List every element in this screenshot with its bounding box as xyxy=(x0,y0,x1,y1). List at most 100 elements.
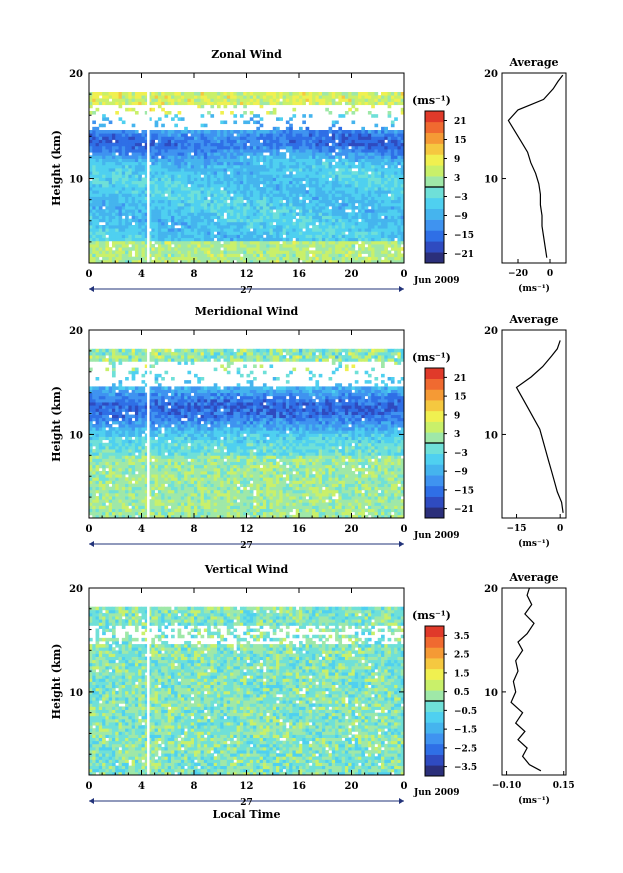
heatmap-cell xyxy=(92,449,96,453)
heatmap-cell xyxy=(292,193,297,197)
heatmap-cell xyxy=(138,152,142,156)
heatmap-cell xyxy=(272,244,277,248)
heatmap-cell xyxy=(341,244,346,248)
heatmap-cell xyxy=(98,464,103,469)
heatmap-cell xyxy=(115,98,119,102)
heatmap-cell xyxy=(102,145,106,150)
heatmap-cell xyxy=(92,358,96,362)
heatmap-cell xyxy=(308,174,313,178)
heatmap-cell xyxy=(177,171,182,175)
heatmap-cell xyxy=(243,155,247,159)
heatmap-cell xyxy=(197,149,201,153)
heatmap-cell xyxy=(374,98,379,102)
heatmap-cell xyxy=(387,174,392,178)
heatmap-cell xyxy=(335,183,339,188)
heatmap-cell xyxy=(394,244,398,248)
heatmap-cell xyxy=(377,234,382,239)
heatmap-cell xyxy=(328,101,333,106)
heatmap-cell xyxy=(111,98,116,102)
heatmap-cell xyxy=(102,511,106,516)
heatmap-cell xyxy=(361,161,366,166)
heatmap-cell xyxy=(115,221,119,226)
heatmap-cell xyxy=(207,98,211,102)
heatmap-cell xyxy=(299,206,303,210)
heatmap-cell xyxy=(194,149,198,153)
heatmap-cell xyxy=(371,95,375,99)
heatmap-cell xyxy=(381,259,385,264)
heatmap-cell xyxy=(331,101,336,106)
heatmap-cell xyxy=(197,196,201,201)
heatmap-cell xyxy=(118,464,123,469)
heatmap-cell xyxy=(338,136,343,140)
heatmap-cell xyxy=(282,193,287,197)
heatmap-cell xyxy=(259,133,264,137)
heatmap-cell xyxy=(335,177,339,182)
heatmap-cell xyxy=(279,158,283,163)
heatmap-cell xyxy=(371,253,375,258)
heatmap-cell xyxy=(321,212,326,216)
heatmap-cell xyxy=(184,183,188,188)
heatmap-cell xyxy=(213,193,218,197)
heatmap-cell xyxy=(276,225,280,229)
heatmap-cell xyxy=(180,237,185,242)
heatmap-cell xyxy=(384,177,388,182)
heatmap-cell xyxy=(134,193,139,197)
heatmap-cell xyxy=(364,196,369,201)
heatmap-cell xyxy=(131,199,136,204)
heatmap-cell xyxy=(89,225,93,229)
heatmap-cell xyxy=(154,152,159,156)
heatmap-cell xyxy=(210,95,215,99)
heatmap-cell xyxy=(171,133,175,137)
heatmap-cell xyxy=(239,152,244,156)
heatmap-cell xyxy=(348,180,352,185)
heatmap-cell xyxy=(351,152,356,156)
heatmap-cell xyxy=(95,420,100,425)
heatmap-cell xyxy=(259,104,264,109)
heatmap-cell xyxy=(154,92,159,96)
heatmap-cell xyxy=(105,486,110,491)
heatmap-cell xyxy=(167,256,172,261)
heatmap-cell xyxy=(164,114,169,118)
heatmap-cell xyxy=(338,237,343,242)
heatmap-cell xyxy=(167,158,172,163)
heatmap-cell xyxy=(246,240,251,245)
heatmap-cell xyxy=(348,139,352,144)
heatmap-cell xyxy=(134,212,139,216)
heatmap-cell xyxy=(111,439,116,444)
heatmap-cell xyxy=(138,171,142,175)
heatmap-cell xyxy=(105,206,110,210)
heatmap-cell xyxy=(98,183,103,188)
heatmap-cell xyxy=(115,240,119,245)
heatmap-cell xyxy=(318,244,323,248)
heatmap-cell xyxy=(400,180,405,185)
heatmap-cell xyxy=(292,158,297,163)
heatmap-cell xyxy=(233,253,238,258)
heatmap-cell xyxy=(216,168,221,172)
heatmap-cell xyxy=(400,92,405,96)
heatmap-cell xyxy=(223,206,228,210)
heatmap-cell xyxy=(299,174,303,178)
heatmap-cell xyxy=(187,180,192,185)
heatmap-cell xyxy=(98,231,103,235)
heatmap-cell xyxy=(331,231,336,235)
heatmap-cell xyxy=(344,221,349,226)
heatmap-cell xyxy=(216,218,221,223)
heatmap-cell xyxy=(305,228,310,232)
heatmap-cell xyxy=(262,218,267,223)
heatmap-cell xyxy=(128,196,133,201)
heatmap-cell xyxy=(203,133,208,137)
heatmap-cell xyxy=(141,164,146,169)
heatmap-cell xyxy=(259,256,264,261)
heatmap-cell xyxy=(144,228,149,232)
heatmap-cell xyxy=(102,358,106,362)
heatmap-cell xyxy=(115,483,119,488)
heatmap-cell xyxy=(321,168,326,172)
heatmap-cell xyxy=(216,237,221,242)
heatmap-cell xyxy=(266,136,270,140)
heatmap-cell xyxy=(210,259,215,264)
heatmap-cell xyxy=(141,247,146,251)
heatmap-cell xyxy=(111,458,116,462)
heatmap-cell xyxy=(111,411,116,415)
heatmap-cell xyxy=(384,212,388,216)
heatmap-cell xyxy=(230,218,234,223)
